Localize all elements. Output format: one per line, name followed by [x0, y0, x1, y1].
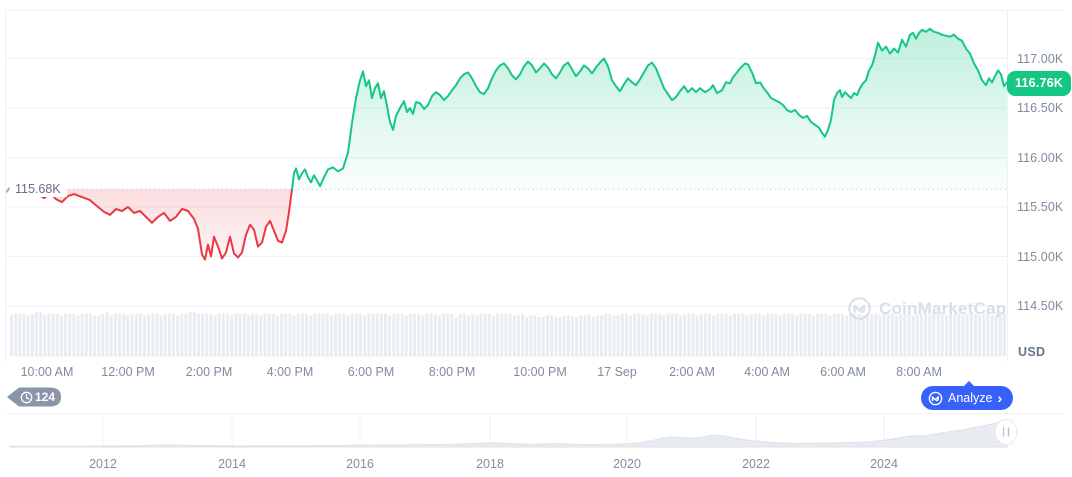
navigator-year-label: 2016: [346, 457, 374, 471]
navigator-year-label: 2020: [613, 457, 641, 471]
navigator-year-label: 2024: [870, 457, 898, 471]
y-axis-tick-label: 116.00K: [1017, 150, 1064, 165]
analyze-cmc-logo-icon: [928, 391, 943, 405]
x-axis-tick-label: 10:00 AM: [20, 365, 74, 379]
y-axis-tick-label: 114.50K: [1017, 299, 1064, 313]
analyze-button[interactable]: Analyze ›: [921, 381, 1014, 410]
price-line-down: [37, 188, 293, 261]
x-axis-tick-label: 12:00 PM: [101, 365, 155, 379]
history-pill-shape: [7, 387, 61, 407]
navigator-area[interactable]: [9, 419, 1008, 448]
price-area-fills: [38, 28, 1007, 260]
price-line-up: [291, 27, 1008, 191]
current-price-badge: 116.76K: [1007, 71, 1071, 96]
x-axis-tick-label: 8:00 PM: [428, 365, 476, 379]
navigator-year-label: 2018: [476, 457, 504, 471]
x-axis-tick-label: 4:00 PM: [266, 365, 314, 379]
x-axis-tick-label: 2:00 PM: [185, 365, 233, 379]
y-axis-tick-label: 116.50K: [1017, 101, 1064, 115]
x-axis-tick-label: 6:00 AM: [820, 365, 866, 379]
x-axis-tick-label: 2:00 AM: [669, 365, 715, 379]
history-count-badge[interactable]: 124: [5, 385, 63, 409]
chevron-right-icon: ›: [997, 389, 1003, 406]
x-axis-tick-label: 10:00 PM: [513, 365, 567, 379]
price-lines: [37, 27, 1008, 261]
analyze-button-tail: [963, 381, 975, 387]
currency-unit-label: USD: [1018, 345, 1046, 359]
x-axis-tick-label: 4:00 AM: [744, 365, 790, 379]
history-icon: [20, 391, 33, 403]
volume-bars: [10, 312, 1006, 357]
analyze-button-label: Analyze: [948, 391, 993, 405]
y-axis-tick-label: 115.50K: [1017, 200, 1064, 214]
navigator-year-label: 2022: [742, 457, 770, 471]
baseline-price-value: 115.68K: [15, 182, 61, 196]
navigator-year-label: 2014: [218, 457, 246, 471]
navigator-handle[interactable]: [994, 419, 1018, 445]
baseline-price-label: 115.68K: [5, 182, 67, 197]
y-axis-tick-label: 117.00K: [1017, 51, 1064, 66]
price-area-down: [38, 189, 292, 260]
navigator-year-label: 2012: [89, 457, 117, 471]
y-axis-tick-label: 115.00K: [1017, 249, 1064, 264]
x-axis-tick-label: 8:00 AM: [896, 365, 942, 379]
price-area-up: [292, 28, 1007, 190]
x-axis-tick-label: 17 Sep: [597, 365, 637, 379]
x-axis-tick-label: 6:00 PM: [347, 365, 395, 379]
history-count-value: 124: [35, 390, 56, 404]
